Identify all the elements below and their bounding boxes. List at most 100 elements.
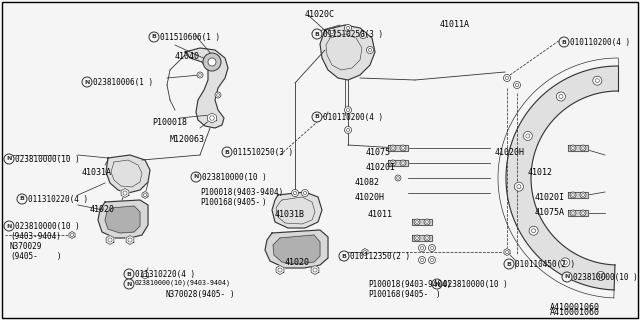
Text: ): ) [57, 252, 61, 261]
Text: 41012: 41012 [528, 168, 553, 177]
Text: 011510250(3 ): 011510250(3 ) [323, 30, 383, 39]
Text: B: B [127, 271, 131, 276]
Text: 011310220(4 ): 011310220(4 ) [135, 270, 195, 279]
Text: 41020: 41020 [285, 258, 310, 267]
Circle shape [596, 271, 605, 281]
Circle shape [301, 189, 308, 196]
Circle shape [124, 269, 134, 279]
Polygon shape [568, 210, 588, 216]
Circle shape [330, 30, 333, 34]
Circle shape [312, 29, 322, 39]
Circle shape [191, 172, 201, 182]
Text: 41031A: 41031A [82, 168, 112, 177]
Text: 41082: 41082 [355, 178, 380, 187]
Circle shape [328, 28, 335, 36]
Circle shape [559, 37, 569, 47]
Text: N: N [564, 275, 570, 279]
Circle shape [582, 147, 584, 149]
Text: N: N [6, 156, 12, 162]
Circle shape [582, 194, 584, 196]
Circle shape [515, 182, 524, 191]
Circle shape [149, 32, 159, 42]
Circle shape [346, 27, 349, 29]
Circle shape [582, 212, 584, 214]
Text: 41020C: 41020C [305, 10, 335, 19]
Circle shape [82, 77, 92, 87]
Circle shape [400, 160, 406, 166]
Circle shape [278, 268, 282, 272]
Text: N: N [6, 223, 12, 228]
Circle shape [390, 160, 396, 166]
Circle shape [344, 25, 351, 31]
Circle shape [400, 145, 406, 151]
Circle shape [222, 147, 232, 157]
Text: B: B [225, 149, 229, 155]
Circle shape [580, 192, 586, 198]
Circle shape [559, 94, 563, 99]
Text: 023810000(10 ): 023810000(10 ) [202, 173, 267, 182]
Polygon shape [504, 249, 510, 255]
Circle shape [504, 259, 514, 269]
Circle shape [70, 233, 74, 236]
Circle shape [360, 31, 367, 38]
Circle shape [431, 259, 433, 261]
Polygon shape [412, 219, 432, 225]
Polygon shape [568, 145, 588, 151]
Circle shape [128, 238, 132, 242]
Circle shape [208, 58, 216, 66]
Text: B: B [20, 196, 24, 202]
Polygon shape [142, 191, 148, 198]
Circle shape [312, 112, 322, 122]
Polygon shape [568, 192, 588, 198]
Circle shape [517, 185, 521, 189]
Polygon shape [506, 66, 618, 290]
Circle shape [303, 191, 307, 195]
Circle shape [414, 219, 420, 225]
Polygon shape [388, 145, 408, 151]
Circle shape [123, 191, 127, 195]
Circle shape [420, 246, 424, 250]
Circle shape [215, 92, 221, 98]
Polygon shape [126, 236, 134, 244]
Circle shape [362, 33, 365, 36]
Text: N370028(9405-: N370028(9405- [165, 290, 225, 299]
Circle shape [506, 251, 509, 253]
Text: B: B [315, 115, 319, 119]
Circle shape [529, 226, 538, 235]
Circle shape [504, 75, 511, 82]
Polygon shape [185, 48, 228, 128]
Circle shape [143, 273, 147, 277]
Text: A410001060: A410001060 [550, 303, 600, 312]
Circle shape [563, 260, 567, 264]
Polygon shape [141, 271, 148, 279]
Circle shape [572, 147, 574, 149]
Text: 010112350(2 ): 010112350(2 ) [350, 252, 410, 261]
Text: (9405-: (9405- [10, 252, 38, 261]
Circle shape [570, 192, 576, 198]
Text: P100018: P100018 [152, 118, 187, 127]
Circle shape [108, 238, 112, 242]
Circle shape [390, 145, 396, 151]
Circle shape [346, 128, 349, 132]
Circle shape [524, 132, 532, 140]
Text: 41011: 41011 [368, 210, 393, 219]
Circle shape [217, 94, 220, 96]
Polygon shape [311, 266, 319, 275]
Polygon shape [388, 160, 408, 166]
Circle shape [364, 251, 367, 253]
Polygon shape [98, 200, 148, 238]
Text: P100018(9403-9404): P100018(9403-9404) [368, 280, 451, 289]
Text: 41020I: 41020I [535, 193, 565, 202]
Text: 41020H: 41020H [355, 193, 385, 202]
Text: 010110200(4 ): 010110200(4 ) [570, 38, 630, 47]
Text: P100018(9403-9404): P100018(9403-9404) [200, 188, 284, 197]
Text: N: N [193, 174, 198, 180]
Circle shape [344, 126, 351, 133]
Circle shape [426, 237, 428, 239]
Circle shape [419, 257, 426, 263]
Circle shape [513, 82, 520, 89]
Circle shape [506, 76, 509, 80]
Text: N: N [126, 282, 132, 286]
Text: B: B [152, 35, 156, 39]
Text: 010110200(4 ): 010110200(4 ) [323, 113, 383, 122]
